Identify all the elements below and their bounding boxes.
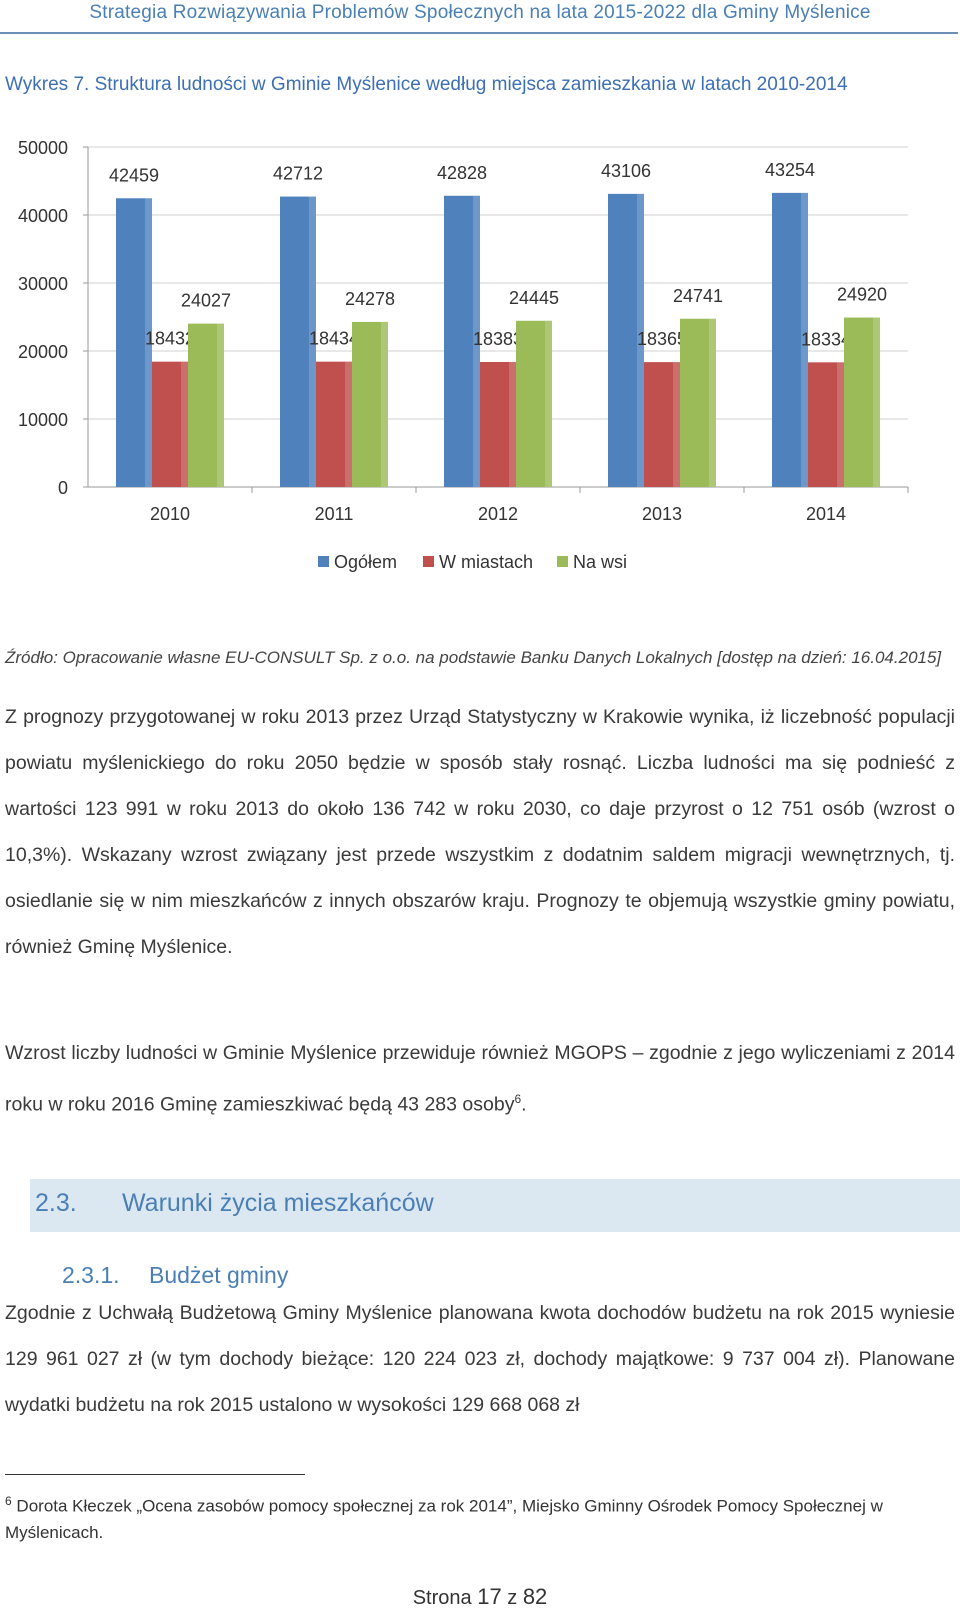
page-footer: Strona 17 z 82	[0, 1584, 960, 1610]
data-label: 42712	[273, 164, 323, 184]
legend-label: Ogółem	[334, 552, 397, 572]
bar-ogółem	[116, 198, 152, 487]
y-tick-label: 10000	[18, 410, 68, 430]
data-label: 18365	[637, 329, 687, 349]
x-tick-label: 2012	[478, 504, 518, 524]
legend-swatch	[318, 556, 329, 567]
bar-shade	[381, 321, 388, 487]
x-tick-label: 2014	[806, 504, 846, 524]
legend-swatch	[557, 556, 568, 567]
page-total: 82	[522, 1584, 548, 1609]
data-label: 24027	[181, 291, 231, 311]
paragraph-population-forecast: Z prognozy przygotowanej w roku 2013 prz…	[5, 706, 955, 958]
page-current: 17	[477, 1584, 502, 1609]
legend-label: W miastach	[439, 552, 533, 572]
data-label: 24445	[509, 288, 559, 308]
data-label: 24741	[673, 286, 723, 306]
x-tick-label: 2013	[642, 504, 682, 524]
y-tick-label: 40000	[18, 206, 68, 226]
bar-shade	[801, 192, 808, 487]
bar-na-wsi	[516, 320, 552, 487]
bar-na-wsi	[680, 318, 716, 487]
bar-shade	[709, 318, 716, 487]
chart-source-note: Źródło: Opracowanie własne EU-CONSULT Sp…	[5, 648, 942, 667]
footnote-divider	[5, 1474, 305, 1475]
section-number: 2.3.	[35, 1189, 77, 1217]
bar-w-miastach	[808, 362, 844, 487]
data-label: 42459	[109, 165, 159, 185]
bar-shade	[145, 198, 152, 487]
bar-shade	[181, 361, 188, 487]
y-tick-label: 50000	[18, 138, 68, 158]
footnote-text: Dorota Kłeczek „Ocena zasobów pomocy spo…	[5, 1496, 883, 1542]
y-tick-label: 20000	[18, 342, 68, 362]
bar-shade	[309, 196, 316, 487]
bar-w-miastach	[480, 361, 516, 487]
header-divider	[0, 32, 958, 34]
data-label: 18432	[145, 329, 195, 349]
data-label: 18334	[801, 329, 851, 349]
y-tick-label: 0	[58, 478, 68, 498]
bar-shade	[637, 193, 644, 487]
data-label: 18434	[309, 329, 359, 349]
legend-swatch	[423, 556, 434, 567]
paragraph-budget: Zgodnie z Uchwałą Budżetową Gminy Myślen…	[5, 1302, 955, 1416]
page-label: Strona	[412, 1587, 472, 1609]
footnote: 6 Dorota Kłeczek „Ocena zasobów pomocy s…	[5, 1488, 955, 1546]
bar-shade	[837, 362, 844, 487]
data-label: 24920	[837, 285, 887, 305]
bar-shade	[673, 362, 680, 487]
bar-ogółem	[608, 193, 644, 487]
bar-shade	[473, 195, 480, 487]
footnote-ref[interactable]: 6	[514, 1092, 522, 1106]
bar-w-miastach	[316, 361, 352, 487]
page-separator: z	[507, 1587, 518, 1609]
footnote-mark: 6	[5, 1494, 12, 1508]
bar-w-miastach	[152, 361, 188, 487]
x-tick-label: 2010	[150, 504, 190, 524]
bar-w-miastach	[644, 362, 680, 487]
x-tick-label: 2011	[315, 504, 354, 524]
paragraph-mgops-text: Wzrost liczby ludności w Gminie Myślenic…	[5, 1042, 955, 1116]
figure-caption: Wykres 7. Struktura ludności w Gminie My…	[5, 74, 848, 95]
paragraph-end: .	[521, 1093, 527, 1116]
data-label: 43106	[601, 161, 651, 181]
section-title: Warunki życia mieszkańców	[122, 1189, 434, 1217]
bar-shade	[345, 361, 352, 487]
bar-ogółem	[280, 196, 316, 487]
bar-shade	[217, 323, 224, 487]
bar-shade	[509, 361, 516, 487]
legend-label: Na wsi	[573, 552, 627, 572]
y-tick-label: 30000	[18, 274, 68, 294]
data-label: 43254	[765, 160, 815, 180]
bar-na-wsi	[352, 321, 388, 487]
data-label: 42828	[437, 163, 487, 183]
running-header: Strategia Rozwiązywania Problemów Społec…	[89, 2, 871, 23]
data-label: 24278	[345, 289, 395, 309]
bar-ogółem	[444, 195, 480, 487]
paragraph-mgops-forecast: Wzrost liczby ludności w Gminie Myślenic…	[5, 1030, 955, 1128]
data-label: 18383	[473, 329, 523, 349]
section-heading: 2.3. Warunki życia mieszkańców	[30, 1179, 960, 1232]
subsection-number: 2.3.1.	[62, 1262, 120, 1288]
bar-shade	[545, 320, 552, 487]
bar-ogółem	[772, 192, 808, 487]
bar-na-wsi	[844, 317, 880, 487]
bar-na-wsi	[188, 323, 224, 487]
subsection-title: Budżet gminy	[149, 1262, 289, 1288]
bar-shade	[873, 317, 880, 487]
population-bar-chart: 0 10000 20000 30000 40000 50000 2010 42459 18432…	[18, 138, 909, 572]
